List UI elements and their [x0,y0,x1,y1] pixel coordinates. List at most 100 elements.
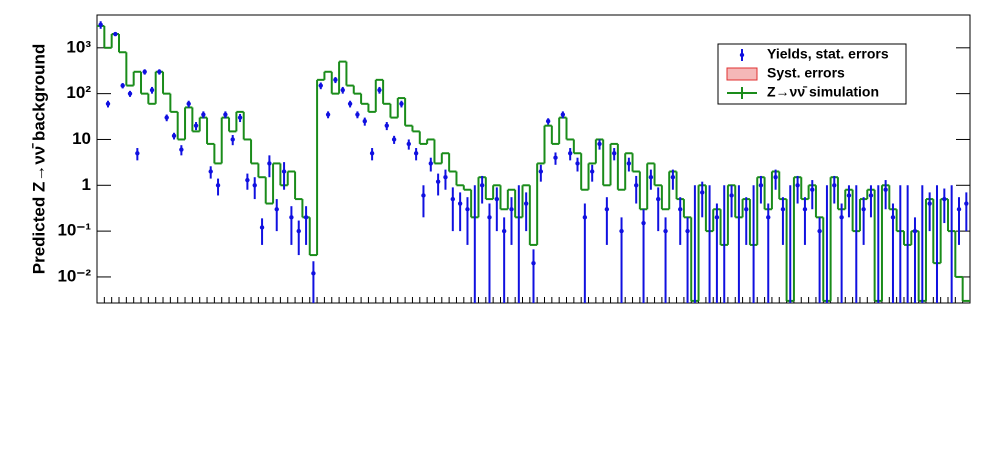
yield-point [135,151,140,156]
y-tick-label: 10⁻¹ [57,221,91,240]
yield-point [575,161,580,166]
yield-point [237,115,243,120]
yield-point [267,161,272,166]
yield-point [729,193,734,198]
yield-point [171,133,177,139]
yield-point [164,115,169,120]
legend-swatch [739,52,745,58]
yield-point [318,83,323,88]
yield-point [296,228,301,234]
yield-point [501,228,507,234]
yield-point [179,147,184,152]
yield-point [289,215,294,220]
yield-point [567,151,573,156]
yield-point [413,151,419,156]
yield-point [656,196,661,202]
yield-point [186,101,191,107]
y-tick-label: 10³ [66,37,91,56]
yield-point [157,69,162,74]
yield-point [149,87,155,93]
yield-point [560,112,566,117]
yield-point [274,207,279,212]
y-axis-label: Predicted Z→νν̄ background [29,44,48,275]
yield-point [670,175,676,180]
yield-point [259,225,265,230]
yield-point [113,31,118,37]
yield-point [678,207,683,212]
yield-point [479,183,485,188]
yield-point [758,183,764,188]
yield-point [303,215,309,220]
yield-point [927,201,932,206]
yield-point [120,83,125,88]
yield-point [766,215,771,220]
yield-point [604,207,610,212]
yield-point [553,155,558,160]
yield-point [964,201,969,206]
yield-point [201,112,206,117]
yield-point [714,215,720,220]
yield-point [105,101,111,107]
yield-point [369,151,375,156]
yield-point [223,112,228,117]
yield-point [700,190,705,195]
yield-point [685,228,690,234]
yield-point [744,207,749,212]
yield-point [846,193,852,198]
yield-point [281,169,287,174]
legend-label: Z→νν̄ simulation [767,84,879,100]
legend-label: Yields, stat. errors [767,46,889,62]
legend-swatch [726,67,758,81]
yield-point [890,215,896,220]
yield-point [391,137,397,142]
yield-point [634,183,639,188]
yield-point [509,207,514,212]
yield-point [208,169,213,174]
yield-point [773,175,778,180]
y-tick-label: 10² [66,83,91,102]
yield-point [832,183,837,188]
yield-point [443,175,448,180]
yield-point [619,228,624,234]
yield-point [347,101,353,107]
yield-point [245,177,250,183]
yield-point [641,220,646,226]
yield-point [912,228,918,234]
yield-point [663,228,668,234]
y-tick-label: 1 [82,175,91,194]
yield-point [325,112,331,117]
yield-point [457,201,463,206]
yield-point [487,215,492,220]
yield-point [435,179,441,184]
yield-point [399,101,404,107]
yield-point [384,123,389,128]
yield-point [450,196,456,202]
yield-point [802,207,808,212]
yield-point [406,141,411,147]
yield-point [589,169,595,174]
yield-point [311,271,316,276]
yield-point [465,207,470,212]
yield-point [942,196,947,202]
yield-point [868,193,874,198]
yield-point [494,196,500,202]
yield-point [333,77,338,83]
yield-point [193,123,199,128]
yield-point [355,112,360,117]
yield-point [810,187,815,192]
yield-point [215,183,221,188]
yield-point [545,119,551,124]
yield-point [817,228,822,234]
yield-point [127,91,133,96]
yield-point [611,151,617,156]
yield-point [230,137,235,142]
yield-point [98,22,103,27]
yield-point [362,119,367,124]
yield-point [956,207,962,212]
yield-point [582,215,588,220]
yield-point [626,161,632,166]
yield-point [377,87,382,93]
yield-point [839,215,844,220]
legend-label: Syst. errors [767,65,845,81]
yield-point [597,141,602,147]
